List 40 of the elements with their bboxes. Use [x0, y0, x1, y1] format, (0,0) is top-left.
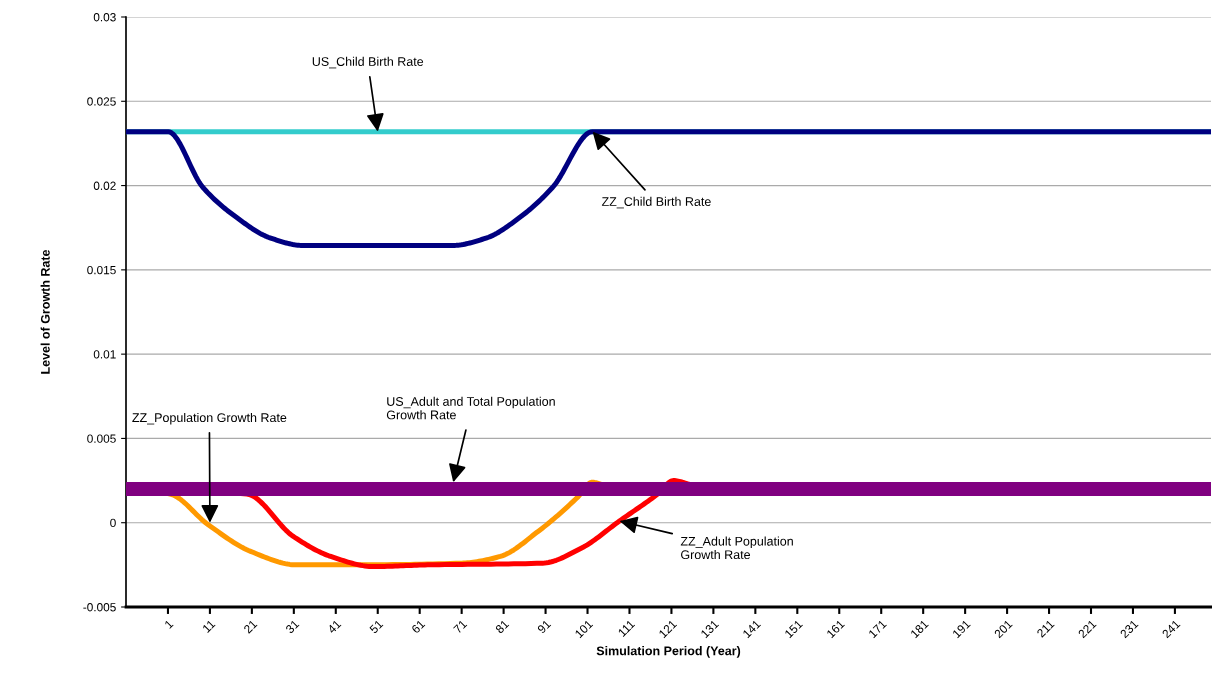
x-tick-label: 211 — [1036, 619, 1055, 638]
y-tick-label: -0.005 — [83, 603, 116, 612]
x-tick-label: 141 — [742, 619, 761, 639]
x-tick-label: 161 — [826, 619, 845, 639]
annotation: US_Child Birth Rate — [312, 56, 424, 69]
x-tick-label: 221 — [1077, 619, 1097, 639]
y-tick-label: 0.005 — [87, 434, 116, 443]
x-tick-label: 71 — [453, 619, 468, 634]
annotation: ZZ_Population Growth Rate — [132, 412, 287, 425]
y-tick-label: 0.02 — [93, 181, 116, 190]
annotation: ZZ_Adult Population Growth Rate — [680, 536, 793, 560]
x-tick-label: 231 — [1119, 619, 1139, 639]
x-tick-label: 151 — [784, 619, 804, 639]
y-tick-label: 0.015 — [87, 265, 116, 275]
y-axis-title: Level of Growth Rate — [40, 249, 50, 374]
x-tick-label: 121 — [658, 619, 678, 639]
x-tick-label: 241 — [1161, 619, 1181, 639]
x-tick-label: 11 — [202, 619, 216, 633]
x-tick-label: 91 — [536, 619, 552, 634]
x-tick-label: 51 — [369, 619, 384, 634]
x-tick-label: 181 — [910, 619, 929, 639]
x-tick-label: 191 — [952, 619, 971, 639]
annotation: ZZ_Child Birth Rate — [601, 196, 711, 209]
x-tick-label: 171 — [868, 619, 887, 639]
x-tick-label: 21 — [243, 619, 258, 634]
x-tick-label: 201 — [993, 619, 1013, 639]
x-tick-label: 131 — [700, 619, 720, 639]
annotation: US_Adult and Total Population Growth Rate — [386, 396, 555, 420]
y-tick-label: 0.01 — [93, 350, 116, 359]
x-axis-title: Simulation Period (Year) — [596, 646, 741, 658]
y-tick-label: 0.025 — [87, 97, 116, 106]
x-tick-label: 31 — [285, 619, 300, 634]
y-tick-label: 0.03 — [93, 13, 116, 22]
x-tick-label: 101 — [574, 619, 594, 639]
x-tick-label: 41 — [327, 619, 342, 634]
y-tick-label: 0 — [110, 518, 116, 528]
x-tick-label: 81 — [494, 619, 510, 634]
x-tick-label: 1 — [164, 619, 174, 629]
x-tick-label: 61 — [411, 619, 426, 634]
x-tick-label: 111 — [617, 619, 636, 637]
